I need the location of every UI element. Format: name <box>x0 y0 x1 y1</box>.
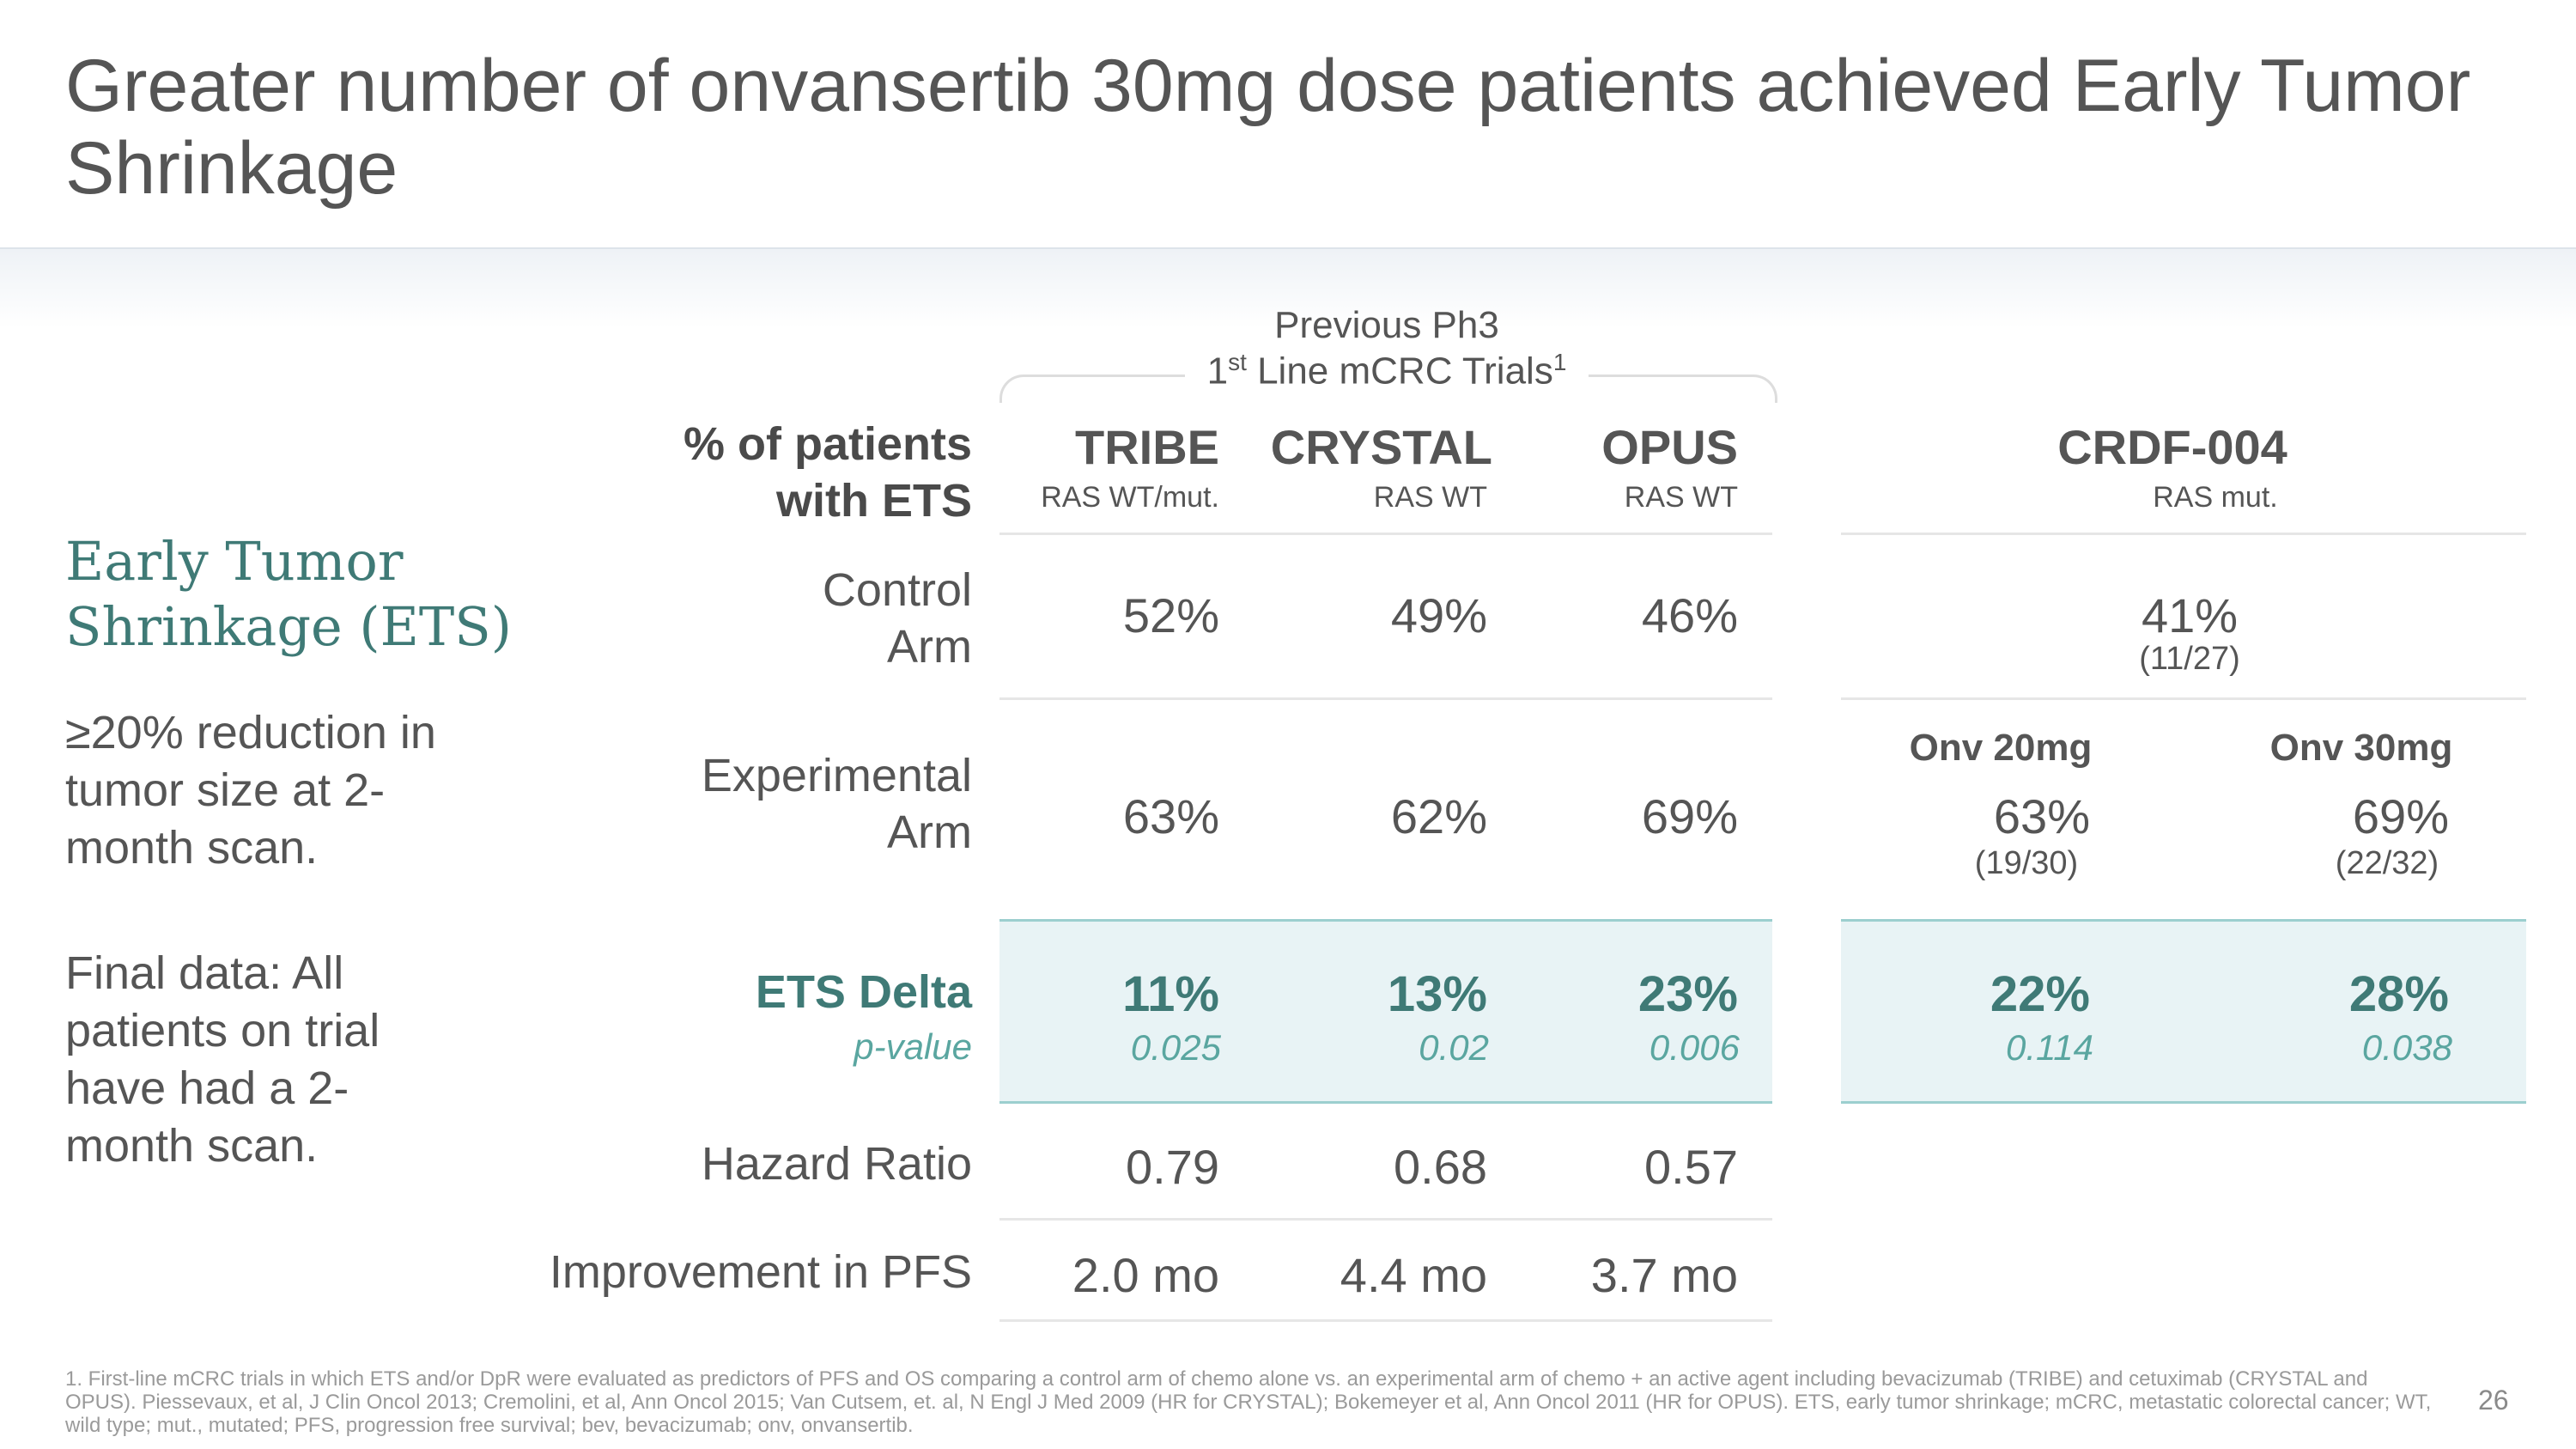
title-divider-band <box>0 247 2576 328</box>
row-label-control: Control Arm <box>822 564 972 673</box>
rule-experimental-crdf <box>1841 919 2526 922</box>
slide-title: Greater number of onvansertib 30mg dose … <box>65 45 2471 210</box>
row-label-pfs: Improvement in PFS <box>549 1246 972 1298</box>
cell-crystal-pvalue: 0.02 <box>1419 1027 1489 1068</box>
row-label-hazard: Hazard Ratio <box>701 1138 972 1190</box>
cell-crystal-hazard: 0.68 <box>1394 1140 1487 1194</box>
row-label-pvalue: p-value <box>854 1026 972 1067</box>
final-data-note: Final data: All patients on trial have h… <box>65 947 380 1172</box>
cell-tribe-hazard: 0.79 <box>1126 1140 1219 1194</box>
rule-header <box>999 533 1772 535</box>
ets-definition: ≥20% reduction in tumor size at 2-month … <box>65 707 436 874</box>
cell-onv20-experimental: 63% <box>1993 789 2090 843</box>
cell-onv20-n: (19/30) <box>1974 845 2079 881</box>
cell-crdf-control: 41% <box>2141 588 2239 642</box>
rule-control <box>999 697 1772 700</box>
cell-opus-hazard: 0.57 <box>1644 1140 1738 1194</box>
col-header-crdf: CRDF-004 <box>2057 420 2287 474</box>
rule-experimental <box>999 919 1772 922</box>
row-label-metric: % of patients with ETS <box>683 418 972 527</box>
cell-onv30-experimental: 69% <box>2352 789 2449 843</box>
cell-onv20-delta: 22% <box>1990 966 2090 1022</box>
footnote: 1. First-line mCRC trials in which ETS a… <box>65 1367 2432 1437</box>
cell-tribe-delta: 11% <box>1122 966 1219 1022</box>
previous-trials-sublabel: 1st Line mCRC Trials1 <box>1206 349 1567 393</box>
cell-onv20-pvalue: 0.114 <box>2006 1027 2093 1068</box>
cell-opus-control: 46% <box>1641 588 1738 642</box>
cell-crystal-control: 49% <box>1390 588 1487 642</box>
col-header-onv20: Onv 20mg <box>1909 727 2093 769</box>
cell-onv30-n: (22/32) <box>2335 845 2439 881</box>
cell-crdf-control-n: (11/27) <box>2139 641 2240 677</box>
col-header-opus: OPUS <box>1601 420 1738 474</box>
bracket-gap <box>1185 361 1589 387</box>
col-sub-opus: RAS WT <box>1624 481 1738 514</box>
rule-control-crdf <box>1841 697 2526 700</box>
cell-opus-pfs: 3.7 mo <box>1590 1248 1738 1302</box>
row-label-experimental: Experimental Arm <box>701 750 972 858</box>
cell-opus-experimental: 69% <box>1641 789 1738 843</box>
rule-hazard <box>999 1218 1772 1221</box>
col-sub-crystal: RAS WT <box>1373 481 1487 514</box>
col-sub-tribe: RAS WT/mut. <box>1041 481 1219 514</box>
rule-delta-crdf <box>1841 1101 2526 1104</box>
col-header-tribe: TRIBE <box>1075 420 1219 474</box>
ets-heading: Early Tumor Shrinkage (ETS) <box>65 530 512 658</box>
previous-trials-label: Previous Ph3 <box>1274 304 1499 346</box>
page-number: 26 <box>2478 1385 2509 1416</box>
col-header-onv30: Onv 30mg <box>2269 727 2453 769</box>
cell-onv30-delta: 28% <box>2348 966 2449 1022</box>
cell-tribe-control: 52% <box>1122 588 1219 642</box>
ets-delta-shade-previous <box>999 921 1772 1103</box>
rule-pfs <box>999 1319 1772 1322</box>
cell-tribe-pvalue: 0.025 <box>1130 1027 1221 1068</box>
rule-delta <box>999 1101 1772 1104</box>
cell-opus-pvalue: 0.006 <box>1649 1027 1740 1068</box>
ets-delta-shade-crdf <box>1841 921 2526 1103</box>
rule-header-crdf <box>1841 533 2526 535</box>
cell-onv30-pvalue: 0.038 <box>2361 1027 2452 1068</box>
cell-crystal-delta: 13% <box>1387 966 1487 1022</box>
col-header-crystal: CRYSTAL <box>1270 420 1492 474</box>
cell-crystal-experimental: 62% <box>1390 789 1487 843</box>
cell-crystal-pfs: 4.4 mo <box>1340 1248 1487 1302</box>
cell-tribe-pfs: 2.0 mo <box>1072 1248 1219 1302</box>
cell-opus-delta: 23% <box>1637 966 1738 1022</box>
row-label-ets-delta: ETS Delta <box>755 966 972 1018</box>
cell-tribe-experimental: 63% <box>1122 789 1219 843</box>
col-sub-crdf: RAS mut. <box>2153 481 2278 514</box>
